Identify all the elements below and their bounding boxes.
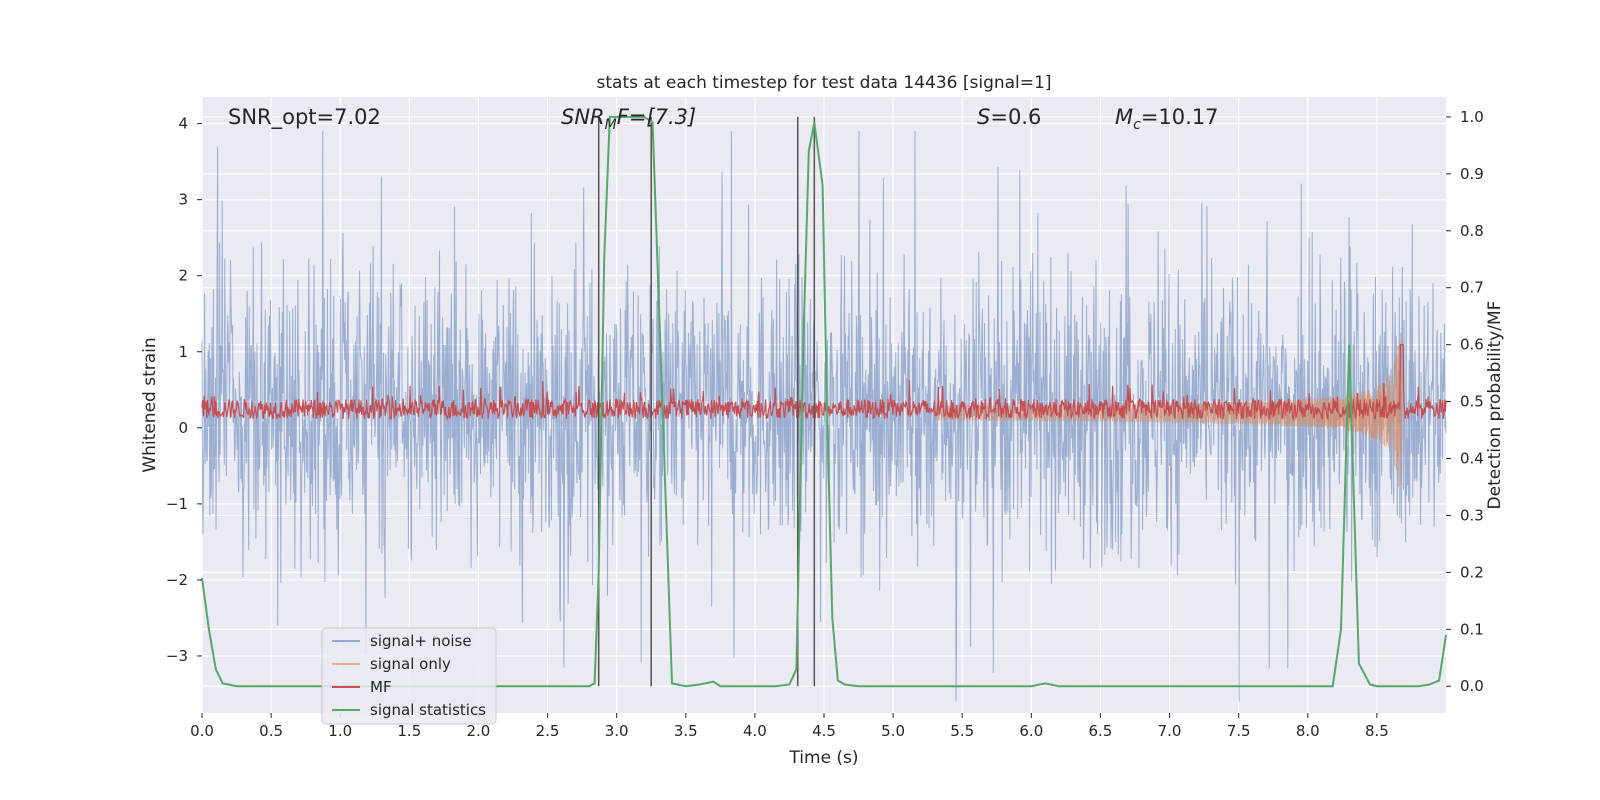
chart-title: stats at each timestep for test data 144…: [597, 73, 1052, 93]
x-tick-label: 2.0: [467, 722, 491, 740]
x-tick-label: 4.0: [743, 722, 767, 740]
y2-tick-label: 0.0: [1460, 677, 1484, 695]
x-tick-label: 2.5: [536, 722, 560, 740]
y2-tick-label: 0.4: [1460, 450, 1484, 468]
legend-label-signal-only: signal only: [370, 655, 451, 673]
x-tick-label: 5.0: [881, 722, 905, 740]
x-tick-label: 3.5: [674, 722, 698, 740]
x-axis-label: Time (s): [788, 748, 858, 768]
snr-mf-rest: F=[7.3]: [617, 105, 696, 129]
annotation-snr-mf: SNRMF=[7.3]: [561, 105, 696, 133]
x-tick-label: 0.0: [190, 722, 214, 740]
y-tick-label: 4: [178, 115, 188, 133]
s-value: =0.6: [990, 105, 1041, 129]
x-axis-ticks: 0.0 0.5 1.0 1.5 2.0 2.5 3.0 3.5 4.0 4.5 5.0 5.5 6.0 6…: [190, 713, 1389, 740]
y2-tick-label: 0.3: [1460, 506, 1484, 524]
snr-mf-subscript: M: [605, 117, 617, 133]
annotation-mc: Mc=10.17: [1115, 105, 1219, 133]
legend-label-signal-statistics: signal statistics: [370, 701, 486, 719]
y-tick-label: 1: [178, 343, 188, 361]
mf-trace: [201, 344, 1447, 422]
x-tick-label: 5.5: [950, 722, 974, 740]
x-tick-label: 0.5: [259, 722, 283, 740]
mc-value: =10.17: [1141, 105, 1219, 129]
y2-tick-label: 0.6: [1460, 336, 1484, 354]
y-tick-label: 2: [178, 267, 188, 285]
x-tick-label: 8.0: [1296, 722, 1320, 740]
x-tick-label: 7.5: [1227, 722, 1251, 740]
y2-tick-label: 0.8: [1460, 222, 1484, 240]
annotation-s: S=0.6: [977, 105, 1041, 129]
y2-tick-label: 0.7: [1460, 279, 1484, 297]
y-axis-label: Whitened strain: [140, 337, 160, 472]
y2-tick-label: 0.9: [1460, 165, 1484, 183]
y-tick-label: 3: [178, 191, 188, 209]
mc-subscript: c: [1133, 117, 1141, 133]
x-tick-label: 4.5: [812, 722, 836, 740]
y-tick-label: −1: [166, 495, 188, 513]
s-symbol: S: [977, 105, 990, 129]
y2-tick-label: 0.1: [1460, 620, 1484, 638]
y-tick-label: −2: [166, 571, 188, 589]
y-tick-label: −3: [166, 647, 188, 665]
legend-label-mf: MF: [370, 678, 392, 696]
signal-statistics-line: [201, 115, 1447, 688]
y2-tick-label: 1.0: [1460, 108, 1484, 126]
y-tick-label: 0: [178, 419, 188, 437]
y-axis-ticks: −3 −2 −1 0 1 2 3 4: [166, 115, 202, 665]
x-tick-label: 3.0: [605, 722, 629, 740]
y2-axis-label: Detection probability/MF: [1485, 301, 1505, 510]
mc-symbol: M: [1115, 105, 1133, 129]
legend: signal+ noise signal only MF signal stat…: [321, 627, 497, 725]
x-tick-label: 7.0: [1158, 722, 1182, 740]
x-tick-label: 8.5: [1365, 722, 1389, 740]
series-signal-statistics: [201, 115, 1447, 688]
series-mf: [201, 344, 1447, 422]
legend-box: [321, 627, 497, 725]
y2-tick-label: 0.5: [1460, 393, 1484, 411]
x-tick-label: 6.0: [1019, 722, 1043, 740]
x-tick-label: 1.5: [397, 722, 421, 740]
legend-label-signal-noise: signal+ noise: [370, 632, 472, 650]
y2-axis-ticks: 0.0 0.1 0.2 0.3 0.4 0.5 0.6 0.7 0.8 0.9 1.0: [1446, 108, 1484, 695]
x-tick-label: 6.5: [1089, 722, 1113, 740]
y2-tick-label: 0.2: [1460, 563, 1484, 581]
annotation-snr-opt: SNR_opt=7.02: [228, 105, 381, 130]
x-tick-label: 1.0: [328, 722, 352, 740]
snr-mf-symbol: SNR: [561, 105, 605, 129]
